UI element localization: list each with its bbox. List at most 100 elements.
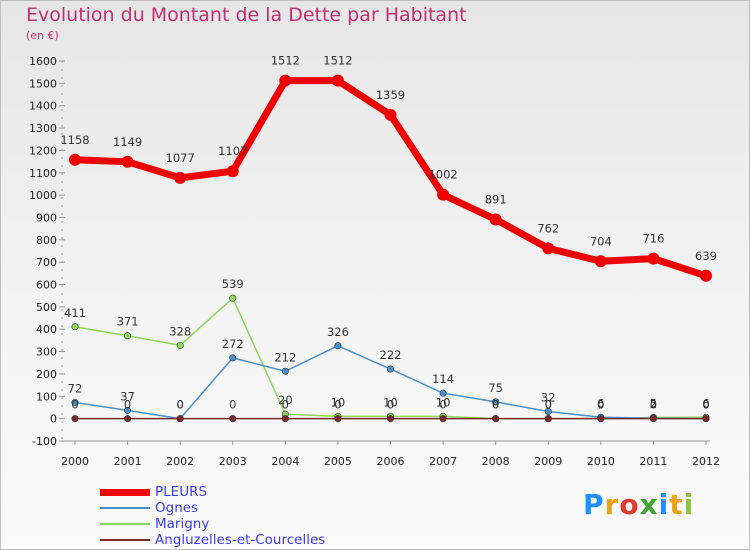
data-label: 272 [222, 337, 244, 351]
data-point [492, 415, 500, 423]
data-point [226, 165, 239, 178]
data-point [121, 155, 134, 168]
data-label: 10 [331, 395, 346, 409]
data-label: 114 [432, 372, 454, 386]
data-point [331, 74, 344, 87]
data-point [69, 153, 81, 166]
data-point [334, 342, 342, 350]
legend-label: Marigny [155, 516, 210, 532]
data-point [647, 252, 660, 265]
data-label: 5 [650, 397, 657, 411]
data-point [174, 171, 187, 184]
y-tick-label: 700 [36, 256, 57, 269]
data-label: 411 [64, 306, 86, 320]
y-tick-label: 200 [36, 368, 57, 381]
data-label: 37 [120, 389, 135, 403]
data-label: 222 [380, 348, 402, 362]
y-tick-label: 400 [36, 323, 57, 336]
data-label: 328 [169, 324, 191, 338]
data-label: 0 [650, 398, 657, 412]
y-tick-label: 1600 [29, 55, 57, 68]
chart-title: Evolution du Montant de la Dette par Hab… [26, 4, 467, 26]
legend-label: Angluzelles-et-Courcelles [155, 532, 326, 548]
x-tick-label: 2011 [639, 455, 667, 468]
data-label: 72 [68, 382, 83, 396]
data-label: 212 [274, 350, 296, 364]
legend-label: Ognes [155, 500, 199, 516]
y-tick-label: 900 [36, 211, 57, 224]
y-tick-label: 1500 [29, 77, 57, 90]
legend-swatch [100, 539, 150, 541]
x-tick-label: 2004 [271, 455, 299, 468]
chart-subtitle: (en €) [26, 29, 59, 42]
data-point [176, 415, 184, 423]
data-point [279, 74, 292, 87]
data-label: 6 [597, 396, 604, 410]
data-label: 0 [124, 398, 131, 412]
data-label: 1002 [428, 168, 457, 182]
data-label: 0 [229, 398, 236, 412]
data-label: 0 [545, 398, 552, 412]
data-point [281, 415, 289, 423]
y-tick-label: 300 [36, 346, 57, 359]
x-tick-label: 2009 [534, 455, 562, 468]
data-point [649, 415, 657, 423]
data-label: 1149 [113, 135, 142, 149]
data-label: 1512 [323, 54, 352, 68]
data-label: 20 [278, 393, 293, 407]
data-point [124, 406, 132, 414]
data-point [489, 213, 502, 226]
data-point [229, 415, 237, 423]
data-label: 0 [282, 398, 289, 412]
x-tick-label: 2005 [324, 455, 352, 468]
x-tick-label: 2010 [587, 455, 615, 468]
data-label: 0 [597, 398, 604, 412]
data-label: 10 [436, 395, 451, 409]
data-point [544, 415, 552, 423]
data-point [281, 367, 289, 375]
data-label: 704 [590, 234, 612, 248]
proxiti-logo: Proxiti [583, 488, 695, 521]
x-tick-label: 2012 [692, 455, 720, 468]
data-label: 762 [537, 221, 559, 235]
legend-label: PLEURS [155, 484, 208, 500]
x-tick-label: 2008 [482, 455, 510, 468]
data-label: 891 [485, 192, 507, 206]
data-label: 1359 [376, 88, 405, 102]
data-label: 0 [71, 398, 78, 412]
data-point [176, 341, 184, 349]
y-tick-label: 1100 [29, 167, 57, 180]
y-tick-label: 600 [36, 279, 57, 292]
data-label: 0 [334, 398, 341, 412]
y-tick-label: 500 [36, 301, 57, 314]
data-label: 0 [597, 398, 604, 412]
data-label: 32 [541, 390, 556, 404]
data-label: 1077 [166, 151, 195, 165]
legend-swatch [100, 507, 150, 509]
y-tick-label: -100 [32, 435, 57, 448]
data-point [700, 269, 712, 282]
y-tick-label: 100 [36, 390, 57, 403]
data-label: 0 [177, 398, 184, 412]
x-tick-label: 2000 [61, 455, 89, 468]
data-label: 539 [222, 277, 244, 291]
x-tick-label: 2001 [114, 455, 142, 468]
data-point [384, 108, 397, 121]
data-label: 0 [545, 398, 552, 412]
x-tick-label: 2002 [166, 455, 194, 468]
x-tick-label: 2007 [429, 455, 457, 468]
data-point [437, 188, 450, 201]
data-point [492, 398, 500, 406]
legend-swatch [100, 523, 150, 525]
data-label: 0 [439, 398, 446, 412]
data-label: 0 [492, 398, 499, 412]
y-tick-label: 1400 [29, 100, 57, 113]
data-label: 0 [702, 398, 709, 412]
data-label: 2 [650, 397, 657, 411]
data-point [229, 354, 237, 362]
data-point [71, 415, 79, 423]
data-point [597, 415, 605, 423]
data-point [594, 255, 607, 268]
data-point [702, 415, 710, 423]
